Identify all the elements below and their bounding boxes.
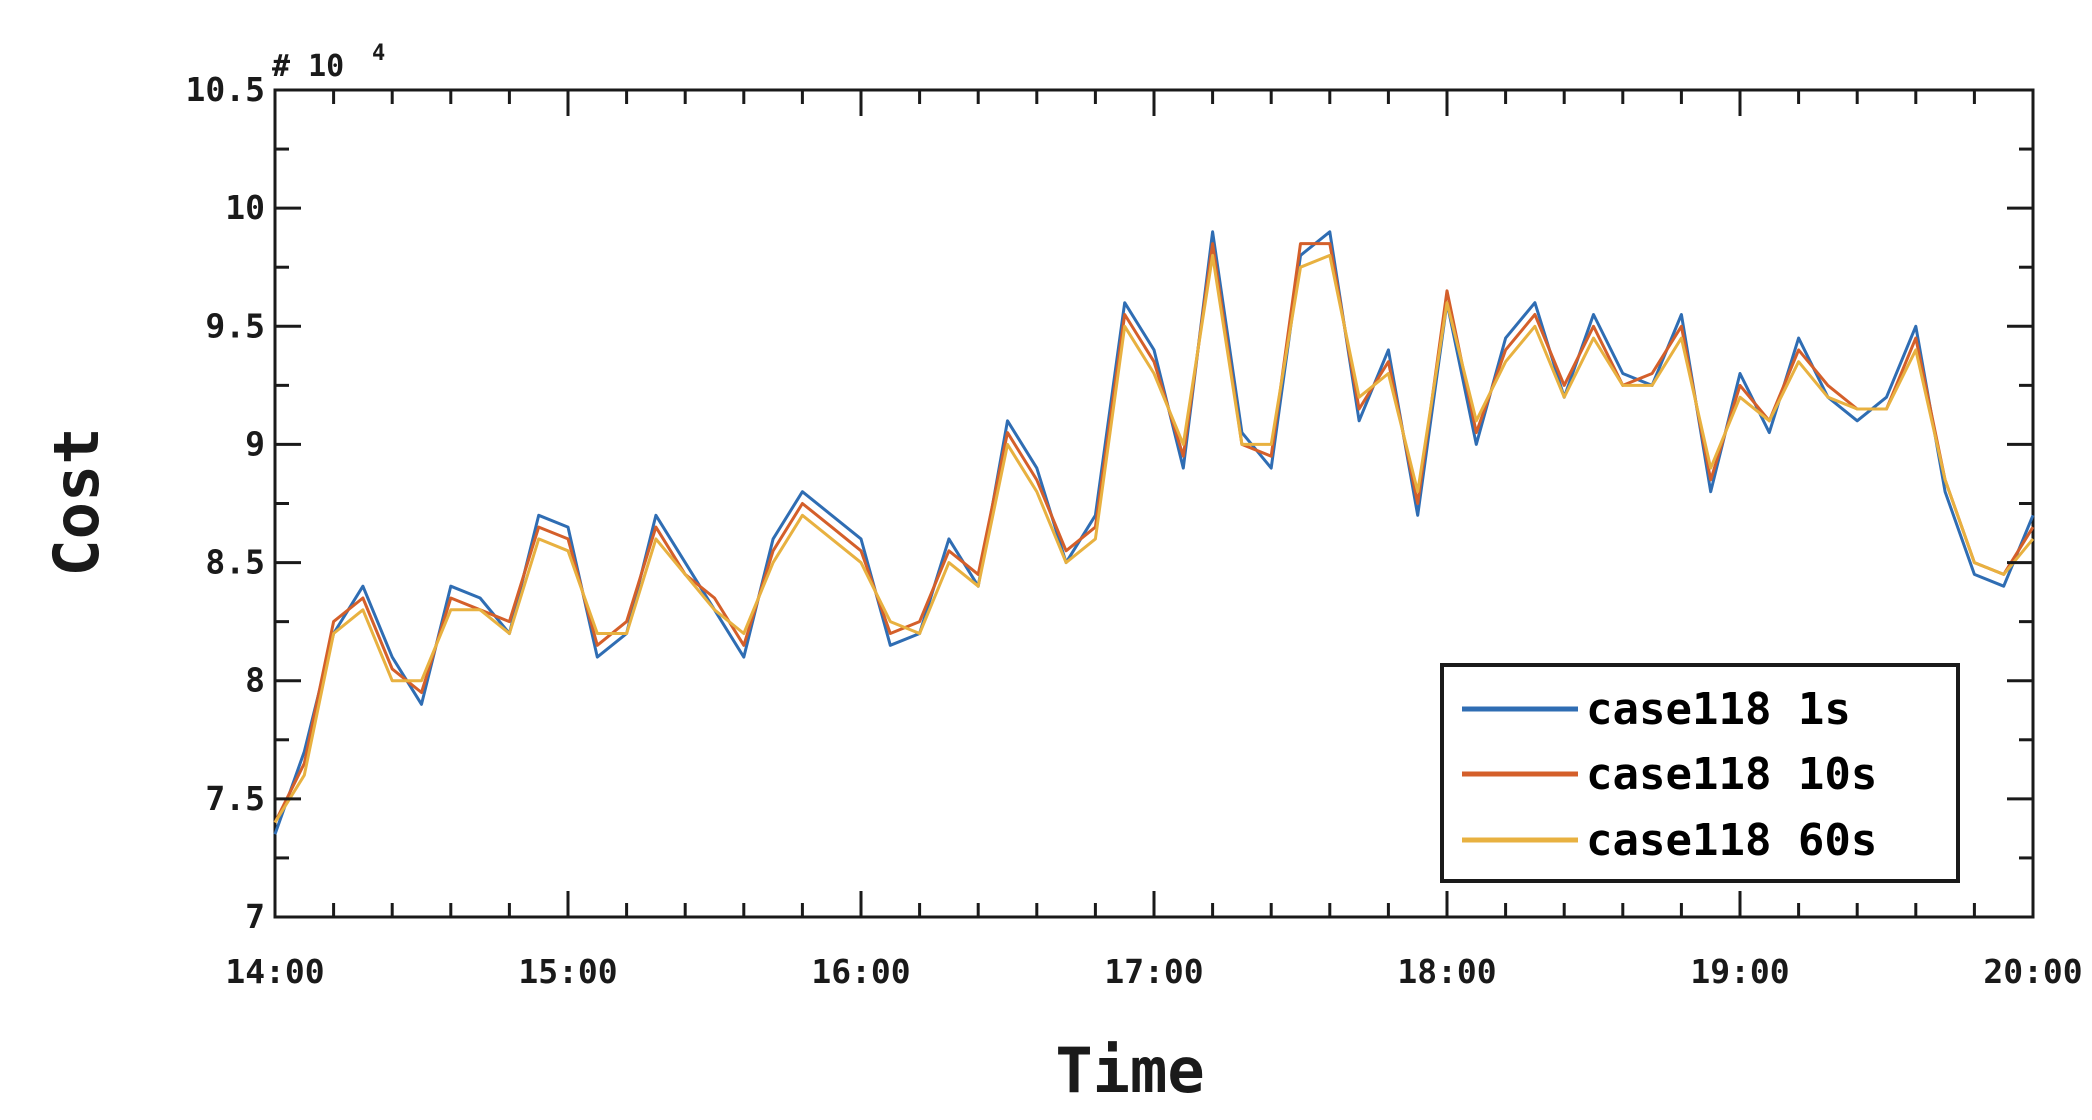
y-axis-title: Cost <box>40 427 113 576</box>
y-multiplier: # 10 4 <box>272 41 385 84</box>
y-tick-label: 10.5 <box>186 70 265 109</box>
y-tick-label: 9.5 <box>205 306 265 345</box>
legend-label-10s: case118 10s <box>1586 749 1877 800</box>
x-tick-label: 18:00 <box>1397 952 1496 991</box>
y-tick-label: 7.5 <box>205 779 265 818</box>
legend-label-60s: case118 60s <box>1586 815 1877 866</box>
x-tick-label: 15:00 <box>518 952 617 991</box>
legend: case118 1s case118 10s case118 60s <box>1440 663 1960 883</box>
series-line-case118-1s <box>273 230 2035 835</box>
y-tick-label: 9 <box>245 424 265 463</box>
y-multiplier-label: # 10 <box>272 49 344 84</box>
y-tick-label: 10 <box>225 188 265 227</box>
x-tick-label: 16:00 <box>811 952 910 991</box>
series-layer <box>273 230 2035 835</box>
legend-label-1s: case118 1s <box>1586 684 1851 735</box>
series-line-case118-10s <box>273 242 2035 824</box>
series-line-case118-60s <box>273 253 2035 824</box>
x-tick-label: 20:00 <box>1983 952 2082 991</box>
y-tick-label: 8.5 <box>205 543 265 582</box>
y-tick-label: 8 <box>245 661 265 700</box>
x-tick-label: 14:00 <box>225 952 324 991</box>
y-tick-label: 7 <box>245 897 265 936</box>
x-tick-label: 19:00 <box>1690 952 1789 991</box>
y-tick-labels: 7 7.5 8 8.5 9 9.5 10 10.5 <box>186 70 265 936</box>
y-multiplier-exponent: 4 <box>372 41 385 66</box>
x-tick-labels: 14:00 15:00 16:00 17:00 18:00 19:00 20:0… <box>225 952 2082 991</box>
x-axis-title: Time <box>1055 1034 1204 1107</box>
x-tick-label: 17:00 <box>1104 952 1203 991</box>
tick-layer <box>273 88 2035 919</box>
